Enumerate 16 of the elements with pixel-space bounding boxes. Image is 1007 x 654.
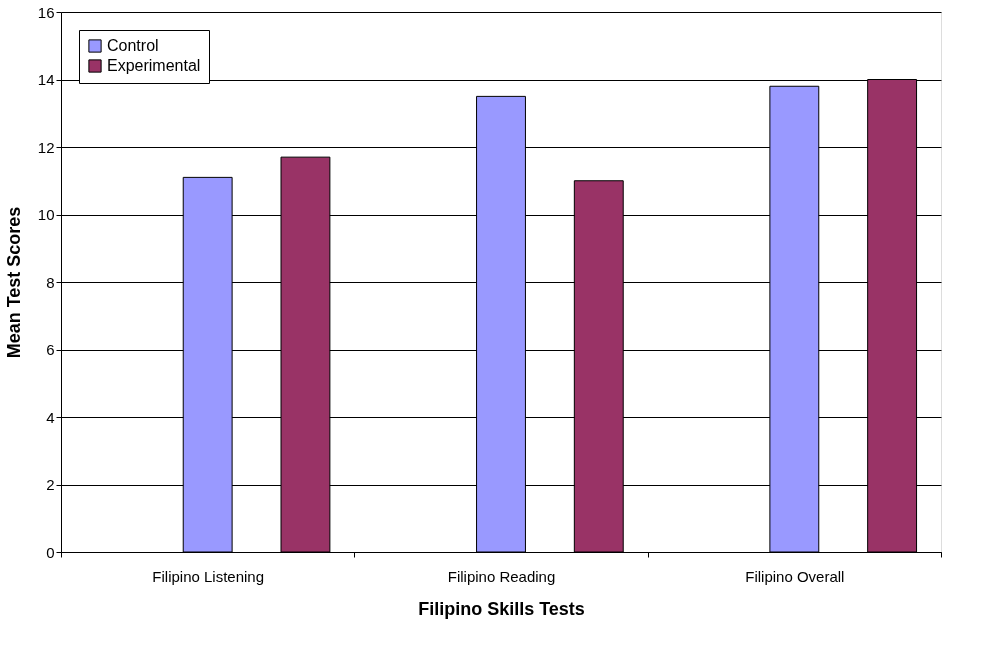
y-tick-label: 14	[37, 71, 55, 88]
y-tick-label: 12	[37, 138, 55, 156]
legend-label: Experimental	[107, 57, 201, 74]
y-tick-label: 2	[46, 476, 55, 493]
y-tick-label: 16	[37, 3, 55, 21]
legend-label: Control	[107, 37, 159, 54]
y-tick-label: 0	[46, 543, 55, 561]
x-tick-label: Filipino Listening	[152, 567, 265, 585]
x-axis-title: Filipino Skills Tests	[418, 598, 585, 619]
y-axis-title: Mean Test Scores	[3, 206, 24, 359]
y-tick-label: 8	[46, 273, 55, 291]
y-tick-label: 10	[37, 206, 55, 223]
y-tick-label: 6	[46, 341, 55, 358]
y-tick-label: 4	[46, 408, 55, 426]
x-tick-label: Filipino Overall	[745, 567, 845, 585]
x-tick-label: Filipino Reading	[447, 567, 556, 585]
